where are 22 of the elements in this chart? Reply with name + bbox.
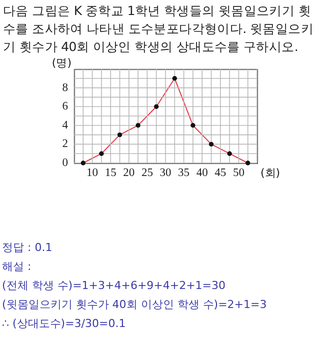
x-tick-label: 45: [214, 167, 226, 179]
x-tick-label: 30: [160, 167, 172, 179]
y-axis-title: (명): [52, 56, 72, 70]
text: ∴ (상대도수)=3/30=0.1: [2, 316, 127, 332]
x-tick-label: 50: [232, 167, 245, 179]
y-tick-label: 4: [62, 119, 68, 132]
x-tick-label: 20: [123, 167, 135, 179]
x-tick-label: 25: [141, 167, 154, 179]
x-tick-label: 35: [178, 167, 190, 179]
y-tick-label: 0: [62, 157, 68, 169]
x-axis-title: (회): [260, 166, 280, 180]
text: 해설 :: [2, 259, 32, 275]
y-tick-label: 2: [62, 138, 68, 150]
chart-title: 다음 그림은 K 중학교 1학년 학생들의 윗몸일으키기 횟수를 조사하여 나타낸 도수분포다각형이다. 윗몸일으키기 횟수가 40회 이상인 학생의 상대도수를 구하시오.: [3, 2, 314, 56]
y-tick-label: 6: [62, 100, 68, 113]
text: 정답 : 0.1: [2, 240, 54, 256]
y-tick-label: 8: [62, 82, 68, 94]
text: (윗몸일으키기 횟수가 40회 이상인 학생 수)=2+1=3: [2, 297, 268, 313]
text: (전체 학생 수)=1+3+4+6+9+4+2+1=30: [2, 278, 227, 294]
x-tick-label: 10: [86, 167, 98, 179]
x-tick-label: 15: [104, 167, 117, 179]
x-tick-label: 40: [196, 167, 208, 179]
